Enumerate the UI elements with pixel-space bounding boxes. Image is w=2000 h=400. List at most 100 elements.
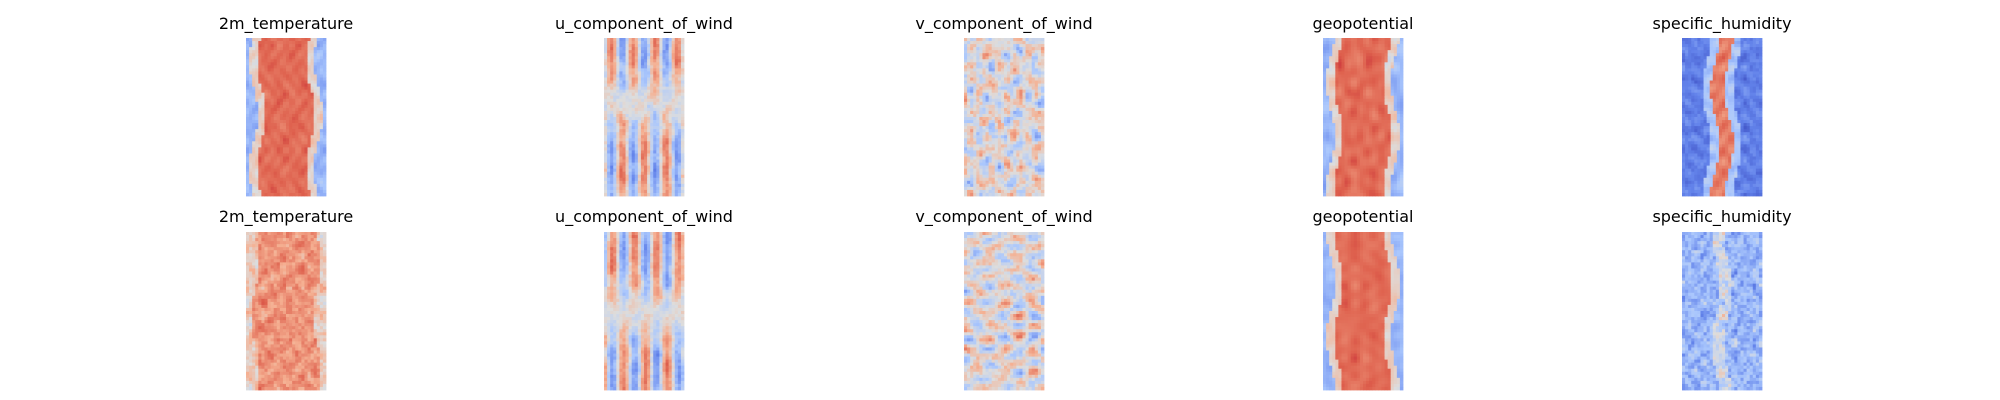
heat-cell <box>964 74 968 78</box>
heat-cell <box>997 92 1002 97</box>
heat-cell <box>1019 150 1023 154</box>
heat-cell <box>1034 162 1039 167</box>
heat-cell <box>1028 162 1033 167</box>
heat-cell <box>976 174 980 179</box>
heat-cell <box>964 177 968 182</box>
heat-cell <box>1040 104 1045 109</box>
heat-cell <box>982 101 986 106</box>
heat-cell <box>282 65 287 69</box>
heat-cell <box>671 132 676 136</box>
heat-cell <box>1366 110 1370 115</box>
heat-cell <box>1356 50 1361 54</box>
heat-cell <box>267 65 272 69</box>
heat-cell <box>616 138 620 142</box>
heat-cell <box>1019 165 1023 170</box>
heat-cell <box>1363 117 1367 121</box>
heat-cell <box>1344 120 1349 124</box>
heat-cell <box>680 186 685 191</box>
heat-cell <box>1010 150 1014 154</box>
heat-cell <box>976 135 980 139</box>
heat-cell <box>307 186 312 191</box>
heat-cell <box>659 95 663 100</box>
heat-cell <box>289 189 293 194</box>
heat-cell <box>316 141 321 145</box>
heat-cell <box>1007 171 1011 176</box>
heat-cell <box>1378 120 1382 124</box>
heat-cell <box>1019 89 1023 94</box>
heat-cell <box>1369 144 1373 148</box>
heat-cell <box>270 126 275 130</box>
heat-cell <box>973 165 977 170</box>
heat-cell <box>662 71 666 75</box>
heat-cell <box>1341 101 1345 106</box>
heat-cell <box>988 141 993 145</box>
heat-cell <box>973 141 977 145</box>
heat-cell <box>994 177 999 182</box>
heat-cell <box>1034 135 1039 139</box>
heat-cell <box>1025 135 1030 139</box>
heat-cell <box>650 59 654 63</box>
heat-cell <box>631 177 636 182</box>
heat-cell <box>628 135 633 139</box>
heat-cell <box>1393 110 1398 115</box>
heat-cell <box>659 180 663 185</box>
heat-cell <box>1359 65 1364 69</box>
heat-cell <box>637 129 642 133</box>
heat-cell <box>310 117 315 121</box>
heat-cell <box>1323 120 1327 124</box>
heat-cell <box>249 77 253 81</box>
heat-cell <box>1332 59 1336 63</box>
heat-cell <box>985 117 990 121</box>
heat-cell <box>631 86 636 91</box>
heat-cell <box>644 132 648 136</box>
heat-cell <box>650 171 654 176</box>
heat-cell <box>616 47 620 51</box>
heat-cell <box>653 74 657 78</box>
heat-cell <box>298 123 302 127</box>
heat-cell <box>1332 120 1336 124</box>
heat-cell <box>991 156 996 160</box>
heat-cell <box>613 138 617 142</box>
heat-cell <box>1363 56 1367 60</box>
heat-cell <box>677 138 682 142</box>
heat-cell <box>1037 44 1042 48</box>
heat-cell <box>979 156 983 160</box>
heat-cell <box>1393 89 1398 94</box>
heat-cell <box>604 138 608 142</box>
heat-cell <box>1028 177 1033 182</box>
heat-cell <box>662 120 666 124</box>
heat-cell <box>619 162 623 167</box>
heat-cell <box>1335 50 1339 54</box>
heat-cell <box>267 95 272 100</box>
heat-cell <box>1022 38 1026 42</box>
heat-cell <box>1356 92 1361 97</box>
heat-cell <box>295 59 299 63</box>
heat-cell <box>258 80 262 84</box>
heat-cell <box>988 77 993 81</box>
heat-cell <box>295 74 299 78</box>
heat-cell <box>316 62 321 66</box>
heat-cell <box>680 74 685 78</box>
heat-cell <box>976 53 980 57</box>
heat-cell <box>1326 59 1330 63</box>
heat-cell <box>988 168 993 173</box>
heat-cell <box>270 38 275 42</box>
heat-cell <box>286 186 290 191</box>
heat-cell <box>976 44 980 48</box>
heat-cell <box>1356 80 1361 84</box>
heat-cell <box>316 44 321 48</box>
heat-cell <box>604 135 608 139</box>
heat-cell <box>1323 62 1327 66</box>
heat-cell <box>1007 101 1011 106</box>
heat-cell <box>662 183 666 188</box>
heat-cell <box>246 47 250 51</box>
heat-cell <box>279 95 284 100</box>
heat-cell <box>292 165 296 170</box>
heat-cell <box>1025 120 1030 124</box>
heat-cell <box>270 177 275 182</box>
heat-cell <box>1000 41 1005 45</box>
heat-cell <box>1004 92 1008 97</box>
heat-cell <box>616 153 620 157</box>
heat-cell <box>994 126 999 130</box>
heat-cell <box>273 159 278 163</box>
